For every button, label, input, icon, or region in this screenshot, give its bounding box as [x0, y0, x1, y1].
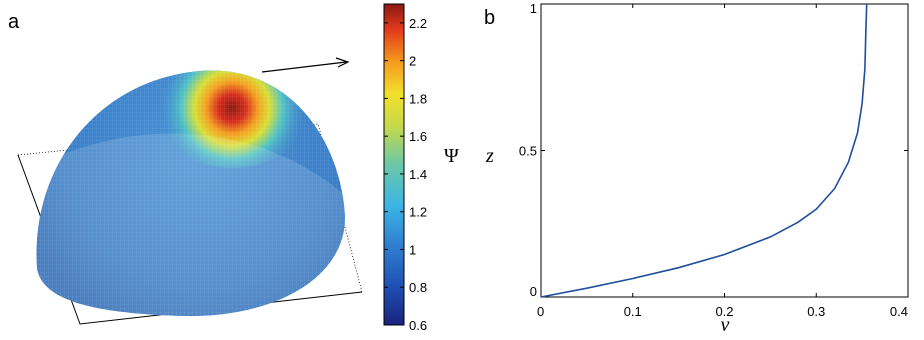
colorbar-label: Ψ	[444, 145, 459, 167]
colorbar-tick-label: 1.8	[409, 91, 427, 106]
x-tick-label: 0.1	[624, 304, 642, 319]
colorbar-tick-label: 2.2	[409, 16, 427, 31]
colorbar-tick-label: 1	[409, 242, 416, 257]
colorbar-tick-label: 1.6	[409, 129, 427, 144]
panel-label-a: a	[8, 11, 20, 33]
x-tick-label: 0.3	[807, 304, 825, 319]
colorbar: 0.6 0.8 1 1.2 1.4 1.6 1.8 2 2.2	[383, 3, 427, 333]
y-axis-label: z	[485, 145, 494, 167]
x-tick-label: 0.4	[890, 304, 908, 319]
colorbar-tick-label: 0.6	[409, 318, 427, 333]
line-plot: 0 0.1 0.2 0.3 0.4 0 0.5 1	[519, 1, 909, 319]
colorbar-gradient	[383, 3, 405, 326]
x-tick-label: 0	[537, 304, 544, 319]
y-tick-label: 1	[530, 1, 537, 16]
colorbar-tick-label: 0.8	[409, 280, 427, 295]
colorbar-tick-label: 2	[409, 54, 416, 69]
colorbar-tick-label: 1.2	[409, 205, 427, 220]
x-tick-label: 0.2	[715, 304, 733, 319]
hemisphere-plot	[17, 57, 363, 325]
plot-frame	[540, 3, 909, 298]
direction-arrow-line	[261, 61, 347, 73]
series-line-z-vs-v	[540, 3, 868, 298]
panel-label-b: b	[484, 7, 495, 29]
colorbar-tick-label: 1.4	[409, 167, 427, 182]
y-tick-label: 0.5	[519, 144, 537, 159]
y-tick-label: 0	[530, 284, 537, 299]
base-plane-dotted-edges	[17, 123, 363, 293]
direction-arrow-head	[335, 57, 350, 68]
x-axis-label: v	[721, 314, 730, 336]
hemisphere-mesh	[36, 70, 346, 317]
